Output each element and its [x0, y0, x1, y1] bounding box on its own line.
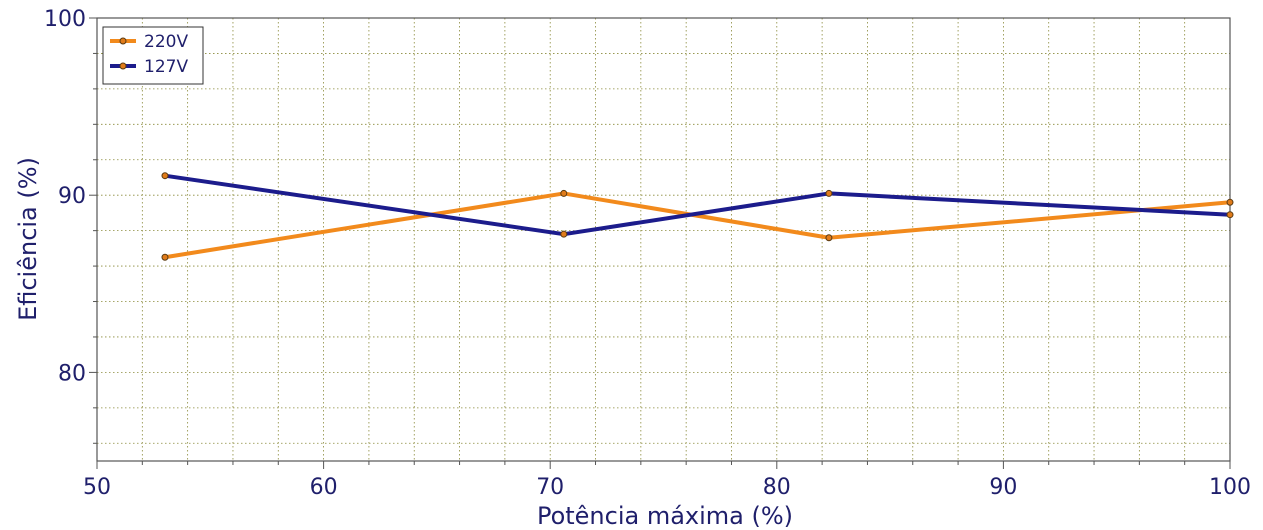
legend: 220V 127V	[102, 26, 204, 85]
data-point-0	[1226, 198, 1234, 206]
y-axis-title: Eficiência (%)	[14, 157, 42, 321]
series-layer	[161, 172, 1234, 261]
y-tick-label: 100	[44, 7, 86, 32]
x-axis-title: Potência máxima (%)	[537, 502, 793, 530]
axes: 50 60 70 80 90 100 80 90 100	[44, 7, 1251, 500]
legend-label: 220V	[144, 32, 188, 52]
x-tick-label: 100	[1209, 475, 1251, 500]
series-line-1	[162, 173, 1232, 237]
x-tick-label: 70	[536, 475, 564, 500]
y-tick-label: 90	[58, 184, 86, 209]
x-tick-label: 80	[763, 475, 791, 500]
y-tick-label: 80	[58, 361, 86, 386]
legend-marker	[119, 37, 127, 45]
series-line-0	[162, 191, 1232, 260]
grid	[97, 18, 1230, 461]
legend-label: 127V	[144, 57, 188, 77]
data-point-0	[161, 253, 169, 261]
x-tick-label: 50	[83, 475, 111, 500]
x-tick-label: 90	[989, 475, 1017, 500]
data-point-0	[825, 234, 833, 242]
legend-box	[102, 26, 204, 85]
data-point-0	[560, 189, 568, 197]
data-point-1	[825, 189, 833, 197]
data-point-1	[161, 172, 169, 180]
legend-marker	[119, 62, 127, 70]
x-tick-label: 60	[310, 475, 338, 500]
data-point-1	[560, 230, 568, 238]
plot-frame	[96, 17, 1231, 462]
data-point-1	[1226, 211, 1234, 219]
